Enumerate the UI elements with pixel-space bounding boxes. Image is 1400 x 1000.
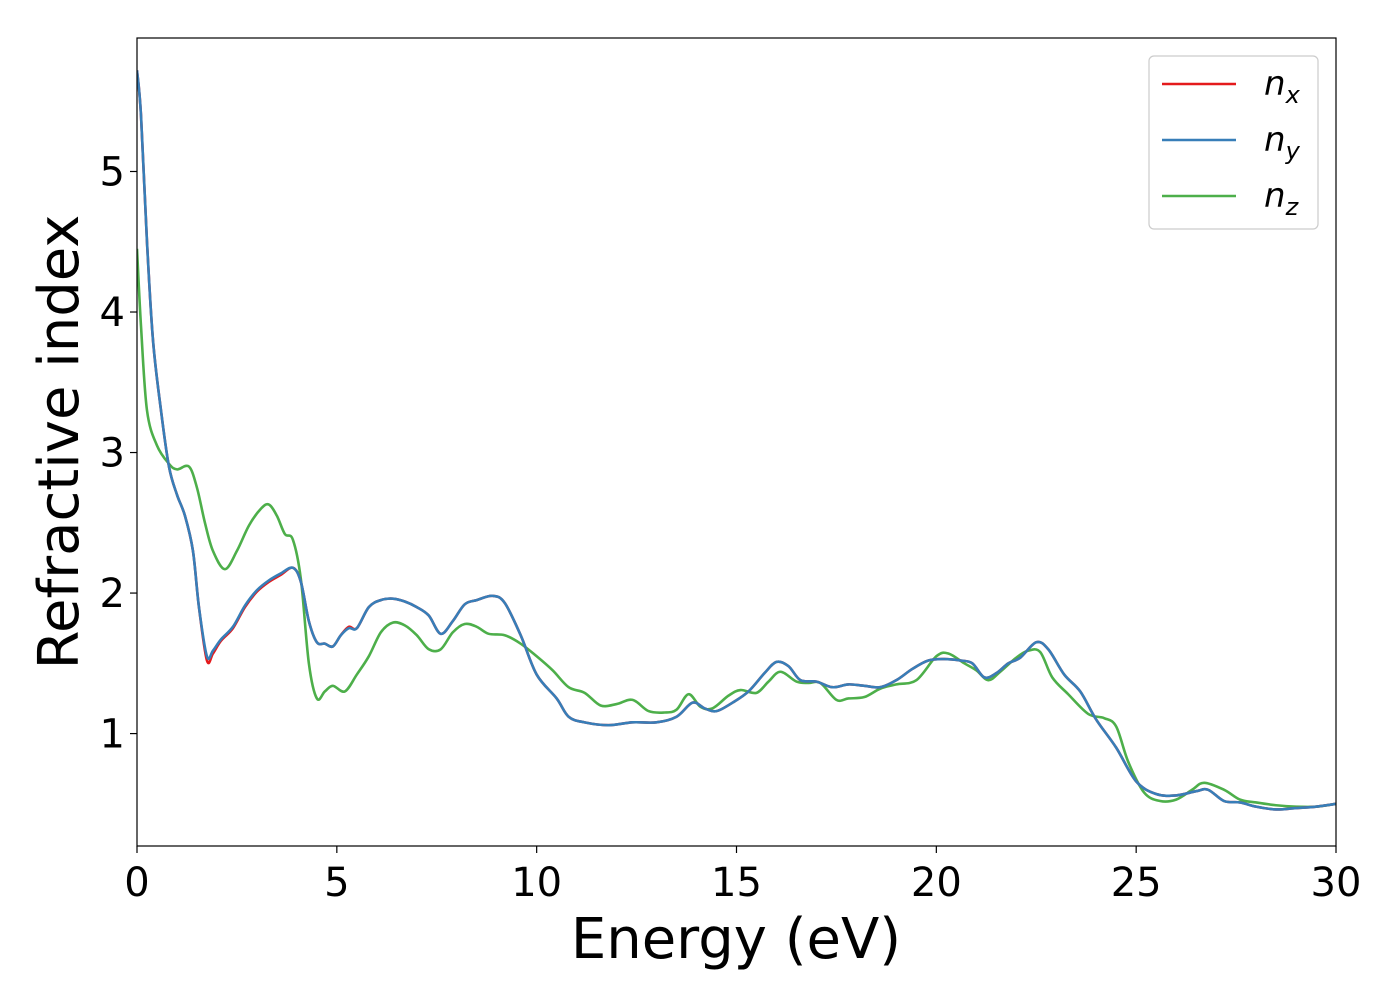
- x-tick-label-6: 30: [1311, 860, 1362, 906]
- series-layer: [137, 70, 1336, 811]
- y-tick-label-3: 4: [100, 290, 125, 336]
- legend-label-subscript: y: [1285, 137, 1301, 165]
- x-tick-label-4: 20: [911, 860, 962, 906]
- legend-label-base: n: [1264, 64, 1286, 104]
- legend-frame: [1148, 55, 1319, 230]
- legend-label-base: n: [1264, 176, 1286, 216]
- plot-frame: [136, 37, 1337, 847]
- legend-label-nx: nx: [1264, 64, 1301, 109]
- x-axis-ticks: 0 5 10 15 20 25 30: [124, 846, 1361, 906]
- y-tick-label-4: 5: [100, 149, 125, 195]
- x-tick-label-0: 0: [124, 860, 149, 906]
- legend-label-subscript: z: [1285, 193, 1300, 221]
- plot-background: [137, 38, 1336, 846]
- legend-label-nz: nz: [1264, 176, 1300, 221]
- legend-label-base: n: [1264, 120, 1286, 160]
- y-tick-label-2: 3: [100, 431, 125, 477]
- y-tick-label-1: 2: [100, 571, 125, 617]
- y-tick-label-0: 1: [100, 712, 125, 758]
- series-line-nz: [137, 248, 1336, 809]
- y-axis-label: Refractive index: [27, 215, 92, 670]
- y-axis-ticks: 1 2 3 4 5: [100, 149, 137, 758]
- x-tick-label-5: 25: [1111, 860, 1162, 906]
- series-line-ny: [137, 70, 1336, 811]
- x-axis-label: Energy (eV): [571, 907, 901, 972]
- x-tick-label-1: 5: [324, 860, 349, 906]
- x-tick-label-2: 10: [511, 860, 562, 906]
- x-tick-label-3: 15: [711, 860, 762, 906]
- legend-label-ny: ny: [1264, 120, 1301, 165]
- legend-label-subscript: x: [1285, 81, 1301, 109]
